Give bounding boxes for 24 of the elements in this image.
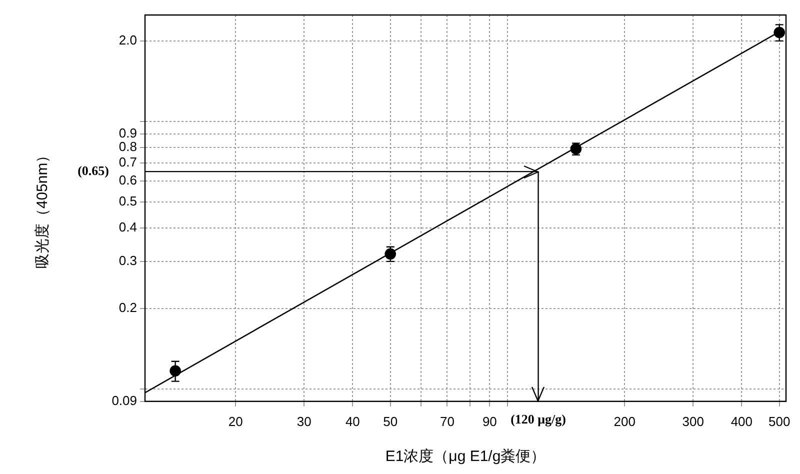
y-tick-label: 0.6 bbox=[118, 172, 137, 188]
x-tick-label: 50 bbox=[383, 414, 398, 429]
ref-line-label: (0.65) bbox=[78, 162, 109, 178]
x-tick-label: 20 bbox=[228, 414, 243, 429]
y-tick-label: 0.9 bbox=[118, 125, 137, 140]
y-tick-label: 0.4 bbox=[118, 220, 137, 235]
y-tick-label: 0.3 bbox=[118, 253, 137, 268]
x-tick-label: 400 bbox=[730, 414, 753, 429]
y-tick-label: 0.2 bbox=[118, 300, 137, 316]
x-tick-label: 30 bbox=[296, 414, 312, 429]
x-tick-label: 200 bbox=[614, 414, 636, 429]
y-tick-label: 0.8 bbox=[118, 139, 137, 154]
y-tick-label: 0.7 bbox=[118, 154, 137, 170]
ref-line-label: (120 μg/g) bbox=[510, 411, 566, 426]
x-tick-label: 90 bbox=[482, 414, 497, 429]
x-tick-label: 70 bbox=[440, 414, 454, 429]
x-tick-label: 300 bbox=[682, 414, 704, 429]
y-tick-label: 0.5 bbox=[118, 194, 137, 209]
x-tick-label: 40 bbox=[345, 414, 360, 429]
x-tick-label: 500 bbox=[768, 414, 790, 429]
y-axis-title: 吸光度（405nm） bbox=[34, 148, 52, 269]
x-axis-title: E1浓度（μg E1/g粪便） bbox=[385, 448, 546, 466]
y-tick-label: 2.0 bbox=[118, 32, 137, 48]
y-tick-label: 0.09 bbox=[112, 392, 137, 408]
